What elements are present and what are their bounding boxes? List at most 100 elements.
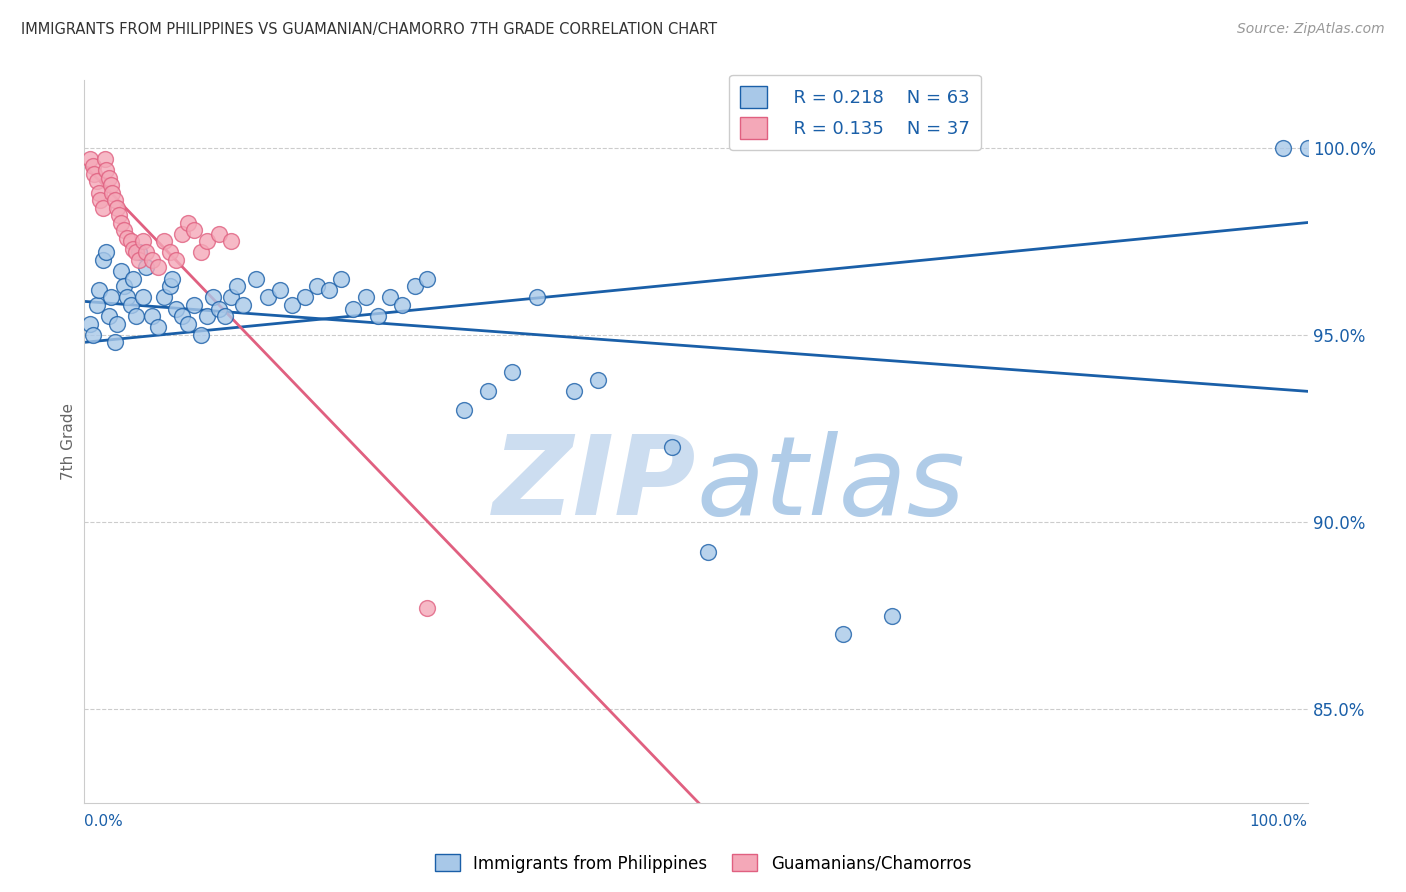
Point (82, 327, 104, 342)
Y-axis label: 7th Grade: 7th Grade (60, 403, 76, 480)
Point (404, 279, 426, 293)
Legend:   R = 0.218    N = 63,   R = 0.135    N = 37: R = 0.218 N = 63, R = 0.135 N = 37 (730, 75, 980, 150)
Point (342, 301, 364, 316)
Point (226, 279, 249, 293)
Point (1296, 141, 1319, 155)
Point (112, 279, 135, 293)
Point (208, 227, 231, 241)
Point (100, 290, 122, 304)
Point (172, 309, 194, 323)
Point (1272, 141, 1295, 155)
Point (367, 309, 389, 323)
Point (79, 317, 101, 331)
Point (183, 223, 205, 237)
Text: Source: ZipAtlas.com: Source: ZipAtlas.com (1237, 22, 1385, 37)
Point (526, 290, 548, 304)
Text: atlas: atlas (696, 432, 965, 539)
Point (125, 245, 148, 260)
Point (105, 201, 128, 215)
Point (135, 245, 157, 260)
Point (190, 327, 212, 342)
Point (110, 215, 132, 229)
Point (195, 309, 218, 323)
Point (94, 152, 117, 166)
Point (183, 298, 205, 312)
Point (146, 320, 169, 334)
Point (83, 167, 105, 181)
Point (208, 301, 231, 316)
Point (153, 234, 176, 248)
Point (354, 290, 377, 304)
Point (86, 174, 108, 188)
Point (115, 230, 138, 244)
Text: ZIP: ZIP (492, 432, 696, 539)
Point (190, 245, 212, 260)
Point (219, 290, 242, 304)
Point (91, 201, 114, 215)
Point (201, 290, 224, 304)
Point (104, 335, 127, 350)
Point (416, 271, 439, 285)
Point (318, 283, 340, 297)
Point (122, 242, 145, 256)
Point (177, 215, 200, 229)
Point (87, 283, 110, 297)
Point (112, 223, 135, 237)
Point (107, 208, 129, 222)
Point (219, 234, 242, 248)
Point (82, 160, 104, 174)
Point (97, 170, 120, 185)
Point (110, 264, 132, 278)
Point (380, 290, 402, 304)
Point (195, 234, 218, 248)
Point (391, 298, 413, 312)
Text: IMMIGRANTS FROM PHILIPPINES VS GUAMANIAN/CHAMORRO 7TH GRADE CORRELATION CHART: IMMIGRANTS FROM PHILIPPINES VS GUAMANIAN… (21, 22, 717, 37)
Point (89, 193, 111, 207)
Text: 0.0%: 0.0% (84, 814, 124, 829)
Point (453, 402, 475, 417)
Point (132, 290, 155, 304)
Point (96, 163, 118, 178)
Point (86, 298, 108, 312)
Point (269, 283, 291, 297)
Legend: Immigrants from Philippines, Guamanians/Chamorros: Immigrants from Philippines, Guamanians/… (429, 847, 977, 880)
Point (101, 186, 124, 200)
Point (162, 271, 184, 285)
Point (125, 309, 148, 323)
Point (305, 279, 328, 293)
Point (177, 317, 200, 331)
Point (97, 309, 120, 323)
Point (245, 271, 267, 285)
Point (159, 279, 181, 293)
Point (165, 301, 187, 316)
Point (172, 227, 194, 241)
Point (141, 309, 163, 323)
Point (232, 298, 254, 312)
Point (159, 245, 181, 260)
Point (477, 384, 499, 398)
Point (502, 365, 524, 379)
Point (586, 373, 609, 387)
Point (120, 298, 142, 312)
Point (697, 545, 720, 559)
Point (87, 186, 110, 200)
Point (330, 271, 353, 285)
Point (257, 290, 280, 304)
Point (132, 234, 155, 248)
Point (105, 317, 128, 331)
Point (661, 440, 683, 454)
Point (214, 309, 236, 323)
Point (128, 252, 150, 267)
Point (135, 260, 157, 275)
Point (880, 608, 903, 623)
Point (294, 290, 316, 304)
Point (96, 245, 118, 260)
Point (91, 252, 114, 267)
Point (831, 627, 853, 641)
Point (115, 290, 138, 304)
Point (165, 252, 187, 267)
Point (122, 271, 145, 285)
Point (120, 234, 142, 248)
Point (562, 384, 585, 398)
Point (146, 260, 169, 275)
